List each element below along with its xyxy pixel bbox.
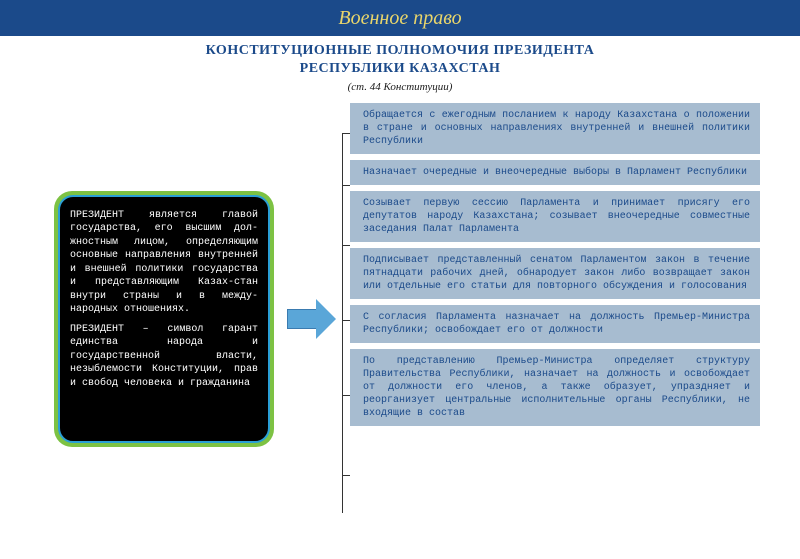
connector-6 xyxy=(342,475,350,476)
power-item-4: Подписывает представленный сенатом Парла… xyxy=(350,248,760,299)
connector-4 xyxy=(342,320,350,321)
content-area: ПРЕЗИДЕНТ является главой государства, е… xyxy=(0,95,800,559)
connector-2 xyxy=(342,185,350,186)
title-line2: РЕСПУБЛИКИ КАЗАХСТАН xyxy=(0,60,800,78)
president-box-outer: ПРЕЗИДЕНТ является главой государства, е… xyxy=(54,191,274,447)
title-sub: (ст. 44 Конституции) xyxy=(0,80,800,94)
president-text-1: ПРЕЗИДЕНТ является главой государства, е… xyxy=(70,209,258,317)
connector-5 xyxy=(342,395,350,396)
title-line1: КОНСТИТУЦИОННЫЕ ПОЛНОМОЧИЯ ПРЕЗИДЕНТА xyxy=(0,42,800,60)
header-title: Военное право xyxy=(338,7,461,30)
title-block: КОНСТИТУЦИОННЫЕ ПОЛНОМОЧИЯ ПРЕЗИДЕНТА РЕ… xyxy=(0,42,800,95)
arrow-icon xyxy=(287,295,337,343)
president-text-2: ПРЕЗИДЕНТ – символ гарант единства народ… xyxy=(70,323,258,391)
president-box: ПРЕЗИДЕНТ является главой государства, е… xyxy=(58,195,270,443)
power-item-3: Созывает первую сессию Парламента и прин… xyxy=(350,191,760,242)
connector-spine xyxy=(342,133,343,513)
connector-3 xyxy=(342,245,350,246)
power-item-5: С согласия Парламента назначает на должн… xyxy=(350,305,760,343)
powers-list: Обращается с ежегодным посланием к народ… xyxy=(350,103,760,432)
power-item-1: Обращается с ежегодным посланием к народ… xyxy=(350,103,760,154)
power-item-6: По представлению Премьер-Министра опреде… xyxy=(350,349,760,426)
power-item-2: Назначает очередные и внеочередные выбор… xyxy=(350,160,760,185)
header-bar: Военное право xyxy=(0,0,800,36)
connector-1 xyxy=(342,133,350,134)
